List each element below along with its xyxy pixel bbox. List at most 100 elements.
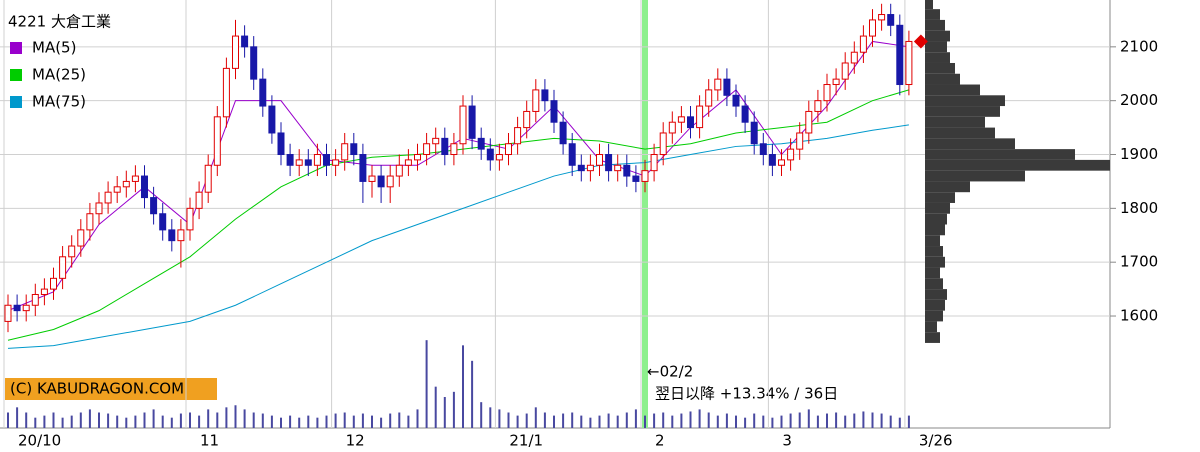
volume-bar [489,407,492,428]
profile-bar [925,0,933,10]
candle-body [95,202,103,215]
candle-body [577,164,585,172]
volume-bar [735,415,737,428]
profile-bar [925,95,1005,107]
profile-bar [925,246,943,257]
candle-body [859,35,867,53]
candle-body [614,164,622,172]
candle-body [232,35,239,69]
volume-bar [580,415,583,428]
profile-bar [925,62,955,74]
volume-bar [343,412,346,428]
candle-body [787,148,795,161]
candle-body [250,46,258,80]
candle-body [459,105,467,145]
candle-body [86,213,94,231]
volume-bar [43,415,46,428]
volume-bar [225,407,228,428]
volume-bar [425,340,428,428]
profile-bar [925,170,1025,182]
profile-bar [925,30,950,42]
candle-body [632,175,640,182]
volume-bar [798,412,801,428]
volume-bar [134,415,137,428]
profile-bar [925,116,985,128]
volume-bar [525,413,528,428]
profile-bar [925,321,937,333]
volume-bar [452,391,455,428]
profile-bar [925,213,947,225]
candle-body [50,277,57,290]
volume-bar [753,413,756,428]
highlight-text: 翌日以降 +13.34% / 36日 [655,385,838,403]
candle-body [295,159,303,166]
candle-body [323,154,330,166]
volume-bar [107,413,110,428]
volume-bar [280,417,282,428]
profile-bar [925,138,1015,150]
candle-body [186,207,194,231]
candle-body [514,127,522,145]
candle-body [723,78,731,96]
candle-body [40,288,48,295]
x-tick-label: 3 [782,432,792,450]
candle-body [450,143,458,156]
candle-body [77,229,85,247]
volume-bar [725,413,728,428]
profile-bar [925,310,943,322]
x-tick-label: 20/10 [18,432,61,450]
volume-bar [553,415,555,428]
candle-body [414,154,421,161]
candle-body [113,186,121,193]
candle-body [432,137,440,145]
volume-bar [880,413,883,428]
candle-body [586,164,594,172]
candle-body [386,175,394,188]
candle-body [523,110,531,129]
candle-body [241,35,249,48]
candle-body [423,143,431,156]
candle-body [168,229,176,242]
volume-bar [189,412,191,428]
volume-bar [762,415,765,428]
y-tick-label: 2100 [1120,37,1158,55]
candle-body [277,132,285,156]
profile-bar [925,52,950,63]
volume-bar [789,413,792,428]
candle-body [486,148,494,161]
candle-body [304,159,312,166]
profile-bar [925,256,945,268]
volume-bar [707,412,710,428]
candle-body [177,229,185,242]
volume-bar [625,412,628,428]
volume-bar [462,345,464,428]
volume-bar [79,412,82,428]
volume-bar [516,415,519,428]
volume-bar [407,415,410,428]
volume-bar [653,413,656,428]
candle-body [395,164,403,177]
volume-bar [98,412,100,428]
volume-bar [252,412,255,428]
volume-bar [25,412,28,428]
candle-body [259,78,267,107]
volume-bar [871,412,874,428]
profile-bar [925,159,1110,171]
candle-body [796,132,804,150]
profile-bar [925,127,995,139]
volume-bar [7,412,9,428]
volume-bar [88,409,91,428]
x-tick-label: 21/1 [509,432,543,450]
candle-body [768,154,776,166]
volume-bar [398,412,401,428]
profile-bar [925,299,945,311]
profile-bar [925,181,970,193]
y-tick-label: 2000 [1120,91,1158,109]
profile-bar [925,202,950,214]
volume-bar [498,409,501,428]
volume-bar [234,405,237,428]
candle-body [650,154,658,172]
volume-bar [826,413,828,428]
candle-body [122,180,130,188]
candle-body [4,304,12,322]
